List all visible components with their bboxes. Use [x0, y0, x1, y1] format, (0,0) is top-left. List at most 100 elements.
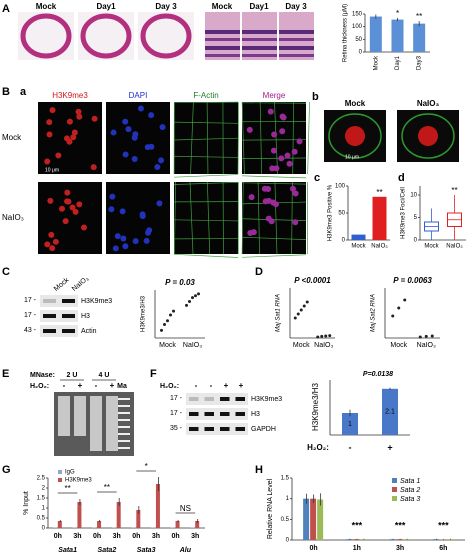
legend-label: Sata 3: [400, 496, 420, 503]
bar: [413, 23, 426, 52]
retina-image: [205, 12, 240, 60]
label: d: [398, 172, 405, 184]
nucleus: [284, 152, 291, 159]
nucleus: [158, 157, 165, 164]
nucleus: [91, 115, 98, 122]
label: +: [224, 381, 229, 390]
gel-lane: [74, 396, 86, 436]
nucleus: [280, 114, 287, 121]
bar: [432, 539, 439, 540]
panel-label: E: [2, 368, 9, 380]
bar: [317, 499, 324, 540]
actin: [274, 101, 278, 175]
actin: [241, 236, 307, 240]
x-tick-label: 3h: [73, 533, 81, 540]
label: Retina thickness (μM): [343, 4, 349, 62]
panel-label: G: [2, 464, 11, 476]
point: [293, 316, 297, 320]
gel-lane: [58, 396, 70, 436]
value-label: 1: [348, 421, 352, 428]
label: +: [110, 381, 115, 390]
y-tick-label: 1: [286, 496, 290, 502]
nucleus: [132, 238, 139, 245]
y-tick-label: 2.5: [37, 476, 46, 482]
y-tick-label: 0.5: [281, 517, 290, 523]
blot-band: [204, 412, 214, 416]
nucleus: [122, 243, 129, 250]
actin: [259, 101, 262, 175]
point: [305, 300, 309, 304]
label: 17 -: [170, 410, 183, 417]
point: [163, 323, 166, 327]
label: H3: [81, 313, 90, 320]
bar: [310, 498, 317, 540]
blot-band: [189, 397, 199, 401]
panel-label: B: [2, 86, 10, 98]
bar: [136, 510, 141, 528]
point: [324, 334, 328, 338]
x-tick-label: Mock: [159, 342, 176, 349]
x-tick-label: Mock: [373, 55, 379, 70]
ladder-band: [118, 405, 130, 407]
point: [160, 328, 163, 332]
label: 35 -: [170, 425, 183, 432]
x-tick-label: Mock: [390, 342, 407, 349]
nucleus: [270, 147, 277, 154]
label: % Input: [23, 491, 30, 515]
image: [18, 12, 74, 60]
label: -: [210, 381, 213, 390]
nucleus: [292, 219, 299, 226]
retina-layer: [279, 30, 314, 34]
nucleus: [63, 135, 70, 142]
image: [78, 12, 134, 60]
actin: [173, 253, 239, 258]
ladder-band: [118, 426, 130, 428]
retina-layer: [205, 30, 240, 34]
cell-outline: [328, 113, 382, 159]
bar: [195, 521, 200, 528]
nucleus: [132, 131, 139, 138]
nucleus: [265, 185, 272, 192]
point: [296, 312, 300, 316]
label: Mock: [212, 2, 233, 11]
legend-swatch: [58, 478, 62, 482]
y-tick-label: 0: [359, 50, 363, 56]
label: Mock: [2, 133, 22, 142]
retina-layer: [242, 38, 277, 41]
label: b: [312, 91, 319, 103]
cell-outline: [401, 113, 455, 159]
nucleus: [108, 206, 115, 213]
bar: [389, 539, 396, 540]
label: F-Actin: [193, 91, 218, 100]
bar: [342, 413, 358, 435]
significance: ***: [352, 520, 363, 530]
actin: [257, 181, 260, 255]
nucleus: [289, 185, 296, 192]
blot: [186, 408, 248, 420]
label: H3K9me3 Positive %: [328, 184, 334, 241]
ladder-band: [118, 398, 130, 400]
blot: [186, 393, 248, 405]
nucleus: [250, 229, 257, 236]
ladder-band: [118, 412, 130, 414]
gel-lane: [106, 396, 118, 451]
point: [430, 334, 434, 338]
label: NaIO₃: [2, 213, 24, 222]
blot-band: [220, 412, 230, 416]
nucleus: [131, 155, 138, 162]
retina-image: [279, 12, 314, 60]
nucleus: [76, 201, 83, 208]
significance: *: [396, 9, 399, 18]
nucleus: [248, 194, 255, 201]
label: Mock: [36, 2, 57, 11]
point: [188, 300, 191, 304]
blot-band: [43, 314, 56, 318]
point: [424, 334, 428, 338]
y-tick-label: 5: [414, 215, 418, 221]
point: [166, 319, 169, 323]
nucleus: [418, 126, 438, 146]
blot-band: [235, 397, 245, 401]
nucleus: [139, 213, 146, 220]
actin: [173, 101, 239, 104]
